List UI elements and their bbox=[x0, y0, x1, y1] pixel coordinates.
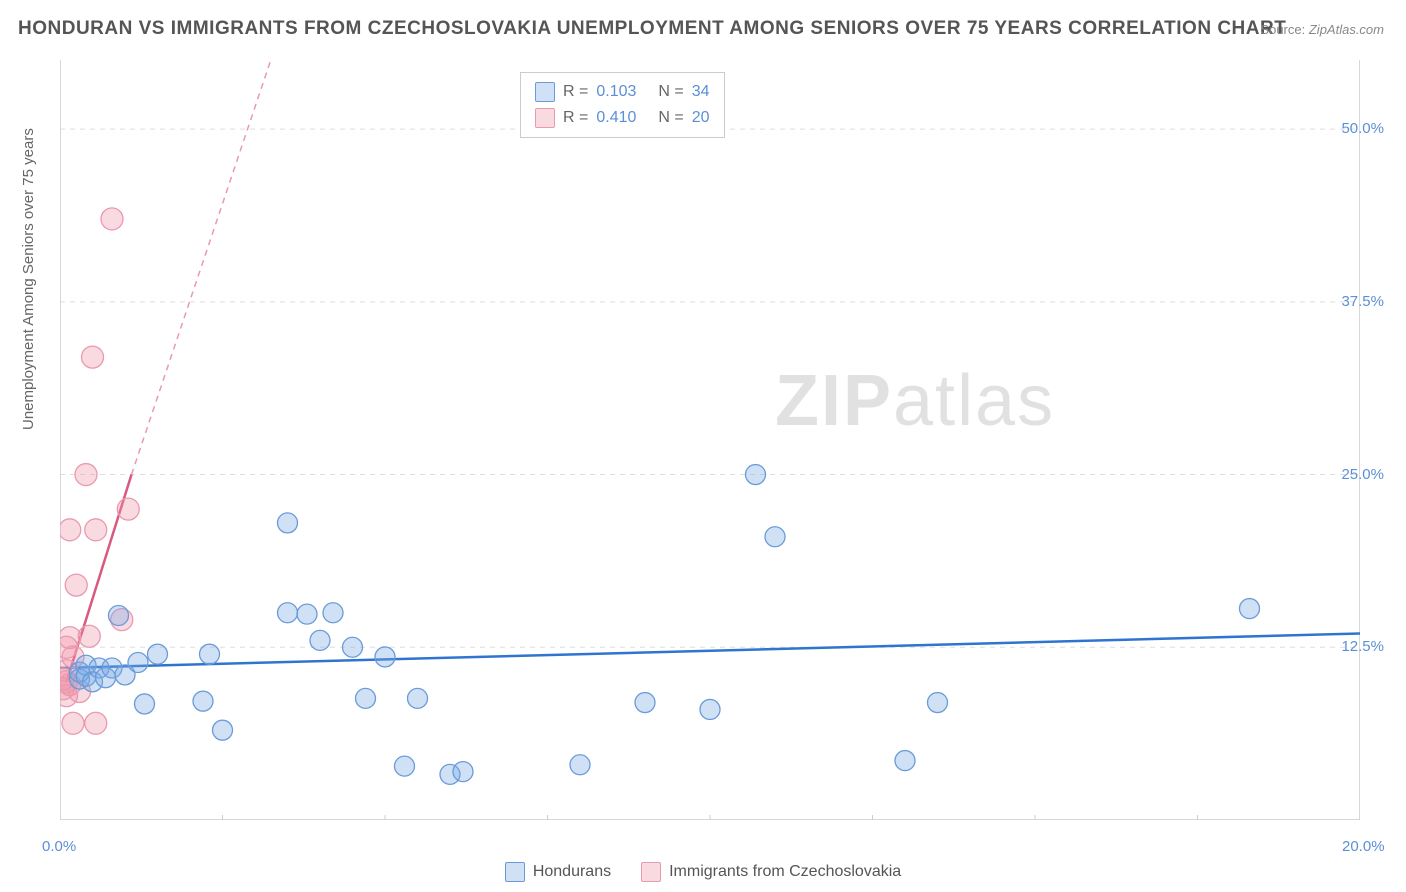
legend-correlation-box: R = 0.103 N = 34 R = 0.410 N = 20 bbox=[520, 72, 725, 138]
source-label: Source: bbox=[1260, 22, 1305, 37]
scatter-plot: ZIPatlas bbox=[60, 60, 1360, 820]
legend-row: R = 0.103 N = 34 bbox=[535, 79, 710, 105]
x-tick-label: 0.0% bbox=[42, 838, 76, 855]
legend-r-value: 0.410 bbox=[596, 109, 636, 127]
y-tick-label: 12.5% bbox=[1341, 638, 1384, 655]
legend-r-label: R = bbox=[563, 83, 588, 101]
legend-n-value: 34 bbox=[692, 83, 710, 101]
legend-r-label: R = bbox=[563, 109, 588, 127]
legend-swatch bbox=[505, 862, 525, 882]
x-tick-label: 20.0% bbox=[1342, 838, 1385, 855]
legend-series: Hondurans Immigrants from Czechoslovakia bbox=[0, 862, 1406, 882]
y-tick-label: 25.0% bbox=[1341, 466, 1384, 483]
legend-swatch bbox=[641, 862, 661, 882]
source-attribution: Source: ZipAtlas.com bbox=[1260, 22, 1384, 37]
legend-series-label: Immigrants from Czechoslovakia bbox=[669, 863, 901, 881]
legend-swatch bbox=[535, 82, 555, 102]
y-tick-label: 50.0% bbox=[1341, 120, 1384, 137]
legend-n-label: N = bbox=[658, 109, 683, 127]
legend-series-item: Hondurans bbox=[505, 862, 611, 882]
legend-row: R = 0.410 N = 20 bbox=[535, 105, 710, 131]
legend-n-label: N = bbox=[658, 83, 683, 101]
source-value: ZipAtlas.com bbox=[1309, 22, 1384, 37]
legend-swatch bbox=[535, 108, 555, 128]
chart-container: HONDURAN VS IMMIGRANTS FROM CZECHOSLOVAK… bbox=[0, 0, 1406, 892]
y-axis-label: Unemployment Among Seniors over 75 years bbox=[20, 128, 37, 430]
legend-series-item: Immigrants from Czechoslovakia bbox=[641, 862, 901, 882]
chart-title: HONDURAN VS IMMIGRANTS FROM CZECHOSLOVAK… bbox=[18, 18, 1286, 40]
svg-text:ZIPatlas: ZIPatlas bbox=[775, 361, 1055, 441]
legend-r-value: 0.103 bbox=[596, 83, 636, 101]
legend-n-value: 20 bbox=[692, 109, 710, 127]
y-tick-label: 37.5% bbox=[1341, 293, 1384, 310]
legend-series-label: Hondurans bbox=[533, 863, 611, 881]
